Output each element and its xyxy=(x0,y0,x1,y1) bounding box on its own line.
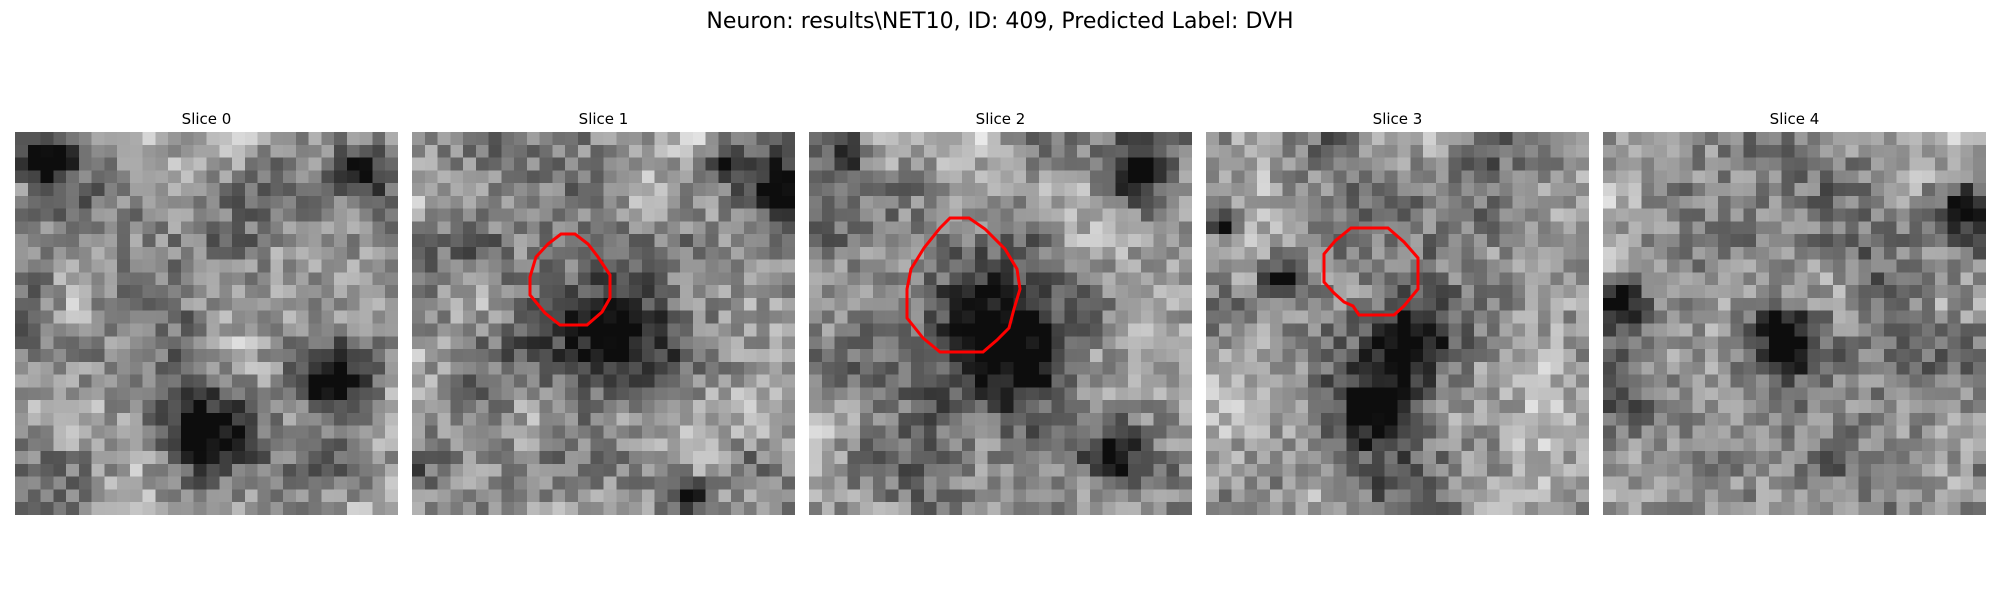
slice-panel-1: Slice 1 xyxy=(412,108,795,515)
slice-panel-4: Slice 4 xyxy=(1603,108,1986,515)
figure-title: Neuron: results\NET10, ID: 409, Predicte… xyxy=(0,6,2000,38)
slice-image xyxy=(1206,132,1589,515)
slice-image xyxy=(809,132,1192,515)
slice-image xyxy=(15,132,398,515)
slice-image xyxy=(412,132,795,515)
slice-title: Slice 0 xyxy=(15,108,398,130)
slice-panel-3: Slice 3 xyxy=(1206,108,1589,515)
slice-panel-0: Slice 0 xyxy=(15,108,398,515)
slice-title: Slice 2 xyxy=(809,108,1192,130)
slice-panel-2: Slice 2 xyxy=(809,108,1192,515)
slice-title: Slice 1 xyxy=(412,108,795,130)
slice-title: Slice 3 xyxy=(1206,108,1589,130)
slice-image xyxy=(1603,132,1986,515)
slice-title: Slice 4 xyxy=(1603,108,1986,130)
